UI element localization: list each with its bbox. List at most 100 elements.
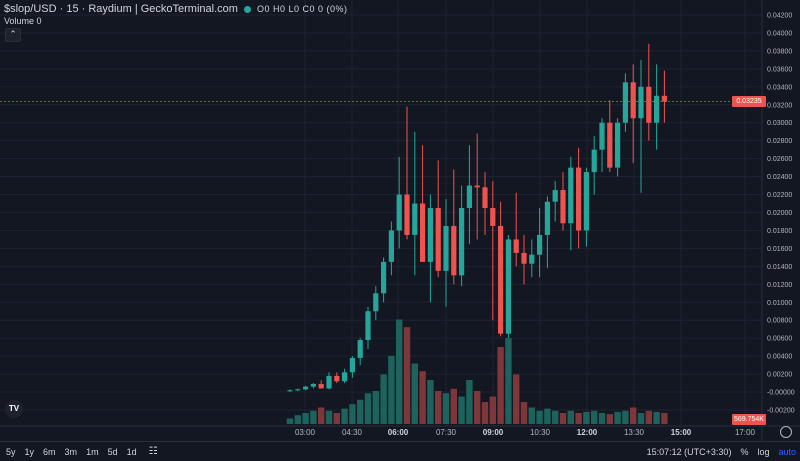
volume-bar (583, 411, 590, 424)
volume-bar (630, 407, 637, 424)
auto-scale-button[interactable]: auto (778, 446, 796, 457)
tradingview-logo-icon[interactable]: TV (5, 400, 23, 418)
candle-body (661, 95, 667, 102)
timeframe-3m[interactable]: 3m (64, 446, 78, 457)
volume-bar (497, 347, 504, 424)
volume-bar (622, 410, 629, 424)
y-tick-label: -0.00000 (767, 390, 795, 397)
volume-bar (552, 410, 559, 424)
volume-bar (341, 408, 348, 424)
candle-body (529, 254, 535, 264)
y-tick-label: 0.01600 (767, 246, 792, 253)
x-tick-label: 13:30 (624, 428, 645, 437)
candle-body (576, 167, 582, 231)
price-chart[interactable]: 0.042000.040000.038000.036000.034000.032… (0, 0, 800, 441)
log-scale-button[interactable]: log (757, 446, 770, 457)
candle-body (365, 311, 371, 340)
y-tick-label: 0.00200 (767, 372, 792, 379)
volume-bar (489, 396, 496, 424)
candle-body (459, 208, 465, 276)
candle-body (490, 208, 496, 226)
symbol-title[interactable]: $slop/USD · 15 · Raydium | GeckoTerminal… (4, 3, 238, 15)
volume-bar (411, 363, 418, 424)
candle-body (420, 203, 426, 262)
volume-bar (505, 338, 512, 424)
candle-body (552, 190, 558, 202)
y-tick-label: -0.00200 (767, 408, 795, 415)
volume-bar (364, 393, 372, 424)
y-tick-label: 0.00800 (767, 318, 792, 325)
candle-body (607, 122, 613, 168)
candle-body (474, 185, 480, 188)
candle-body (412, 203, 418, 235)
volume-bar (372, 391, 379, 424)
last-price-tag: 0.03235 (732, 96, 766, 107)
y-tick-label: 0.00600 (767, 336, 792, 343)
volume-bar (567, 410, 574, 424)
y-tick-label: 0.01200 (767, 282, 792, 289)
x-tick-label: 09:00 (483, 428, 504, 437)
volume-bar (653, 411, 660, 424)
symbol-legend: $slop/USD · 15 · Raydium | GeckoTerminal… (4, 3, 347, 15)
volume-bar (333, 413, 340, 424)
candle-body (443, 225, 449, 271)
x-tick-label: 03:00 (295, 428, 316, 437)
volume-bar (474, 391, 481, 424)
timeframe-1y[interactable]: 1y (24, 446, 35, 457)
volume-bar (520, 402, 528, 424)
calendar-range-icon[interactable]: ☷ (148, 446, 158, 457)
candle-body (435, 208, 441, 271)
volume-bar (419, 371, 426, 424)
x-tick-label: 06:00 (388, 428, 409, 437)
candle-body (310, 383, 316, 387)
volume-bar (591, 410, 598, 424)
candle-body (630, 82, 636, 119)
candle-body (654, 95, 660, 123)
y-tick-label: 0.02200 (767, 192, 792, 199)
candle-body (342, 372, 348, 382)
timeframe-5y[interactable]: 5y (6, 446, 16, 457)
volume-bar (458, 396, 465, 424)
candle-body (388, 230, 394, 262)
x-tick-label: 07:30 (436, 428, 457, 437)
volume-bar (442, 393, 450, 424)
volume-legend: Volume 0 (4, 16, 42, 26)
candle-body (318, 383, 324, 389)
timeframe-1m[interactable]: 1m (86, 446, 99, 457)
percent-scale-button[interactable]: % (740, 446, 749, 457)
timeframe-1d[interactable]: 1d (126, 446, 137, 457)
volume-last-tag: 569.754K (732, 414, 766, 425)
clock-time[interactable]: 15:07:12 (UTC+3:30) (646, 446, 732, 457)
y-tick-label: 0.03600 (767, 66, 792, 73)
chevron-up-icon[interactable]: ⌃ (5, 28, 21, 42)
candle-body (583, 172, 589, 231)
volume-bar (403, 327, 411, 424)
x-tick-label: 17:00 (735, 428, 756, 437)
volume-bar (536, 410, 543, 424)
candle-body (303, 386, 309, 390)
volume-bar (388, 355, 395, 424)
gear-icon[interactable] (780, 426, 792, 438)
candle-body (537, 234, 543, 255)
volume-bar (466, 380, 473, 424)
volume-bar (528, 407, 535, 424)
bottom-toolbar: 5y 1y 6m 3m 1m 5d 1d ☷ 15:07:12 (UTC+3:3… (0, 441, 800, 461)
candle-body (646, 86, 652, 123)
candle-body (373, 293, 379, 312)
y-tick-label: 0.01000 (767, 300, 792, 307)
volume-bar (380, 374, 387, 424)
candle-body (287, 390, 293, 392)
timeframe-5d[interactable]: 5d (107, 446, 118, 457)
candle-body (466, 185, 472, 209)
y-tick-label: 0.03800 (767, 48, 792, 55)
candle-body (568, 167, 574, 224)
timeframe-6m[interactable]: 6m (43, 446, 56, 457)
candle-body (326, 375, 332, 389)
candle-body (357, 339, 363, 358)
volume-bar (396, 319, 403, 424)
ohlc-values: O0 H0 L0 C0 0 (0%) (256, 4, 348, 14)
timeframe-selector: 5y 1y 6m 3m 1m 5d 1d (6, 447, 137, 457)
candle-body (513, 239, 519, 253)
volume-bar (310, 410, 317, 424)
scale-controls: 15:07:12 (UTC+3:30) % log auto (647, 447, 796, 457)
